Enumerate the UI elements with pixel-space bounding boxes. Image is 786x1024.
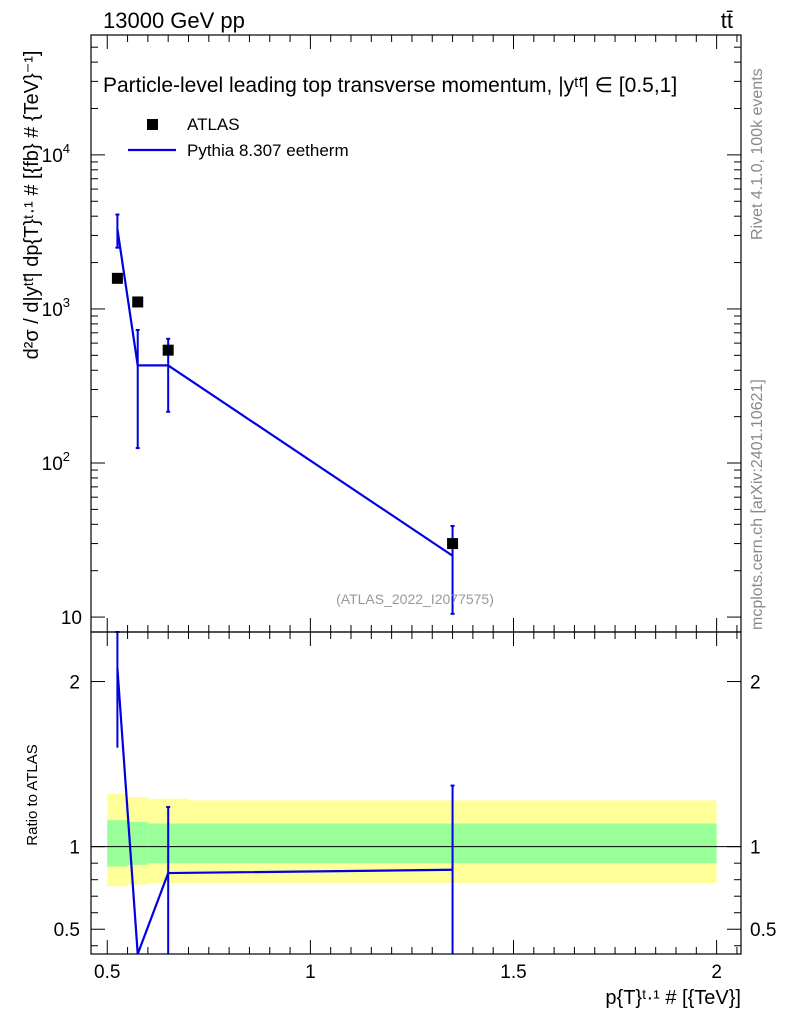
x-tick-label: 1: [305, 962, 316, 983]
legend-mc-label: Pythia 8.307 eetherm: [187, 141, 349, 160]
header-energy: 13000 GeV pp: [103, 8, 245, 33]
lower-panel-data: [115, 631, 455, 955]
mcplots-label: mcplots.cern.ch [arXiv:2401.10621]: [749, 379, 766, 630]
legend: ATLAS Pythia 8.307 eetherm: [128, 115, 349, 160]
header-process: tt̄: [721, 8, 733, 33]
ratio-curve: [116, 668, 453, 955]
upper-panel-ticks: 10 102 103 104: [42, 34, 741, 632]
lower-y-tick-label: 1: [69, 838, 80, 859]
x-tick-label: 2: [711, 962, 722, 983]
upper-y-tick-label: 10: [61, 608, 82, 629]
upper-y-axis-label: d²σ / d|yᵗᵗ̄| dp{T}ᵗ·¹ # [{fb} # {TeV}⁻¹…: [21, 51, 43, 360]
upper-y-tick-label: 102: [42, 449, 70, 475]
legend-data-marker: [147, 119, 158, 130]
lower-panel-frame: [90, 631, 742, 955]
lower-y-tick-label: 0.5: [54, 920, 80, 941]
rivet-version-label: Rivet 4.1.0, 100k events: [749, 68, 766, 240]
atlas-data-point: [111, 272, 123, 284]
lower-panel-ticks: 0.5 1 1.5 2 0.5 0.5 1 1 2 2: [54, 632, 776, 983]
x-tick-label: 1.5: [500, 962, 526, 983]
lower-y-tick-label-right: 2: [750, 673, 761, 694]
x-tick-label: 0.5: [94, 962, 120, 983]
upper-y-tick-label: 104: [42, 141, 70, 167]
ratio-band-inner: [107, 820, 128, 867]
ratio-band-inner: [127, 821, 148, 865]
atlas-data-point: [447, 538, 459, 550]
lower-y-tick-label-right: 0.5: [750, 920, 776, 941]
plot-title: Particle-level leading top transverse mo…: [103, 74, 677, 97]
upper-panel-data: [111, 213, 459, 615]
atlas-data-point: [132, 296, 144, 308]
lower-y-axis-label: Ratio to ATLAS: [24, 744, 41, 845]
legend-data-label: ATLAS: [187, 115, 240, 134]
lower-y-tick-label: 2: [69, 673, 80, 694]
x-axis-label: p{T}ᵗ·¹ # [{TeV}]: [605, 987, 741, 1009]
atlas-data-point: [162, 344, 174, 356]
analysis-tag: (ATLAS_2022_I2077575): [336, 591, 494, 607]
lower-y-tick-label-right: 1: [750, 838, 761, 859]
upper-y-tick-label: 103: [42, 295, 70, 321]
